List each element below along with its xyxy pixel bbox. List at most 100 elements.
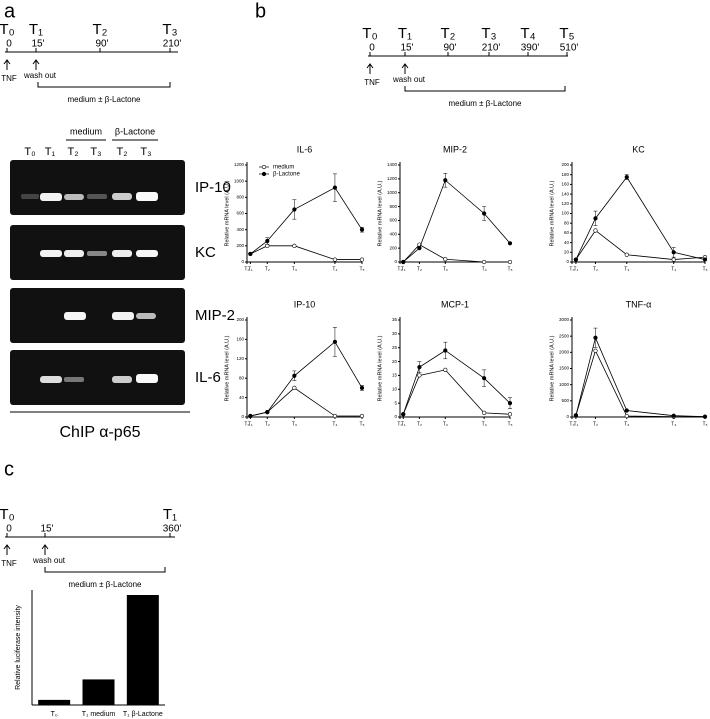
lane-label: T₀ bbox=[24, 146, 35, 158]
data-point bbox=[401, 259, 406, 265]
x-tick-label: T₀ bbox=[397, 421, 402, 427]
data-point bbox=[265, 238, 270, 244]
data-point bbox=[702, 257, 708, 262]
y-tick-label: 0 bbox=[394, 414, 397, 419]
x-tick-label: T₁ medium bbox=[82, 711, 116, 718]
arrow-head bbox=[41, 544, 49, 550]
time-label: 15' bbox=[31, 39, 44, 50]
y-tick-label: 120 bbox=[561, 201, 569, 206]
legend-marker bbox=[261, 164, 267, 170]
y-tick-label: 120 bbox=[236, 356, 244, 361]
data-point bbox=[671, 257, 676, 262]
data-point bbox=[248, 251, 253, 257]
y-tick-label: 0 bbox=[394, 259, 397, 264]
data-point bbox=[359, 385, 365, 391]
data-point bbox=[593, 228, 598, 233]
y-axis-label: Relative mRNA level (A.U.) bbox=[224, 335, 230, 401]
y-tick-label: 200 bbox=[561, 162, 569, 167]
data-point bbox=[332, 413, 338, 419]
gene-label: MIP-2 bbox=[195, 307, 235, 324]
arrow-label: wash out bbox=[32, 556, 66, 565]
data-point bbox=[624, 413, 629, 419]
x-tick-label: T₀ bbox=[244, 421, 249, 427]
y-tick-label: 0 bbox=[241, 414, 244, 419]
y-tick-label: 200 bbox=[236, 243, 244, 248]
data-point bbox=[359, 413, 365, 419]
data-point bbox=[265, 243, 270, 248]
x-tick-label: T₁ β-Lactone bbox=[123, 711, 163, 718]
arrow-head bbox=[3, 59, 11, 65]
legend-label: medium bbox=[273, 165, 294, 171]
x-tick-label: T₃ bbox=[443, 421, 448, 427]
time-label: 90' bbox=[95, 39, 108, 50]
time-label: 15' bbox=[400, 43, 413, 54]
y-tick-label: 600 bbox=[389, 218, 397, 223]
gene-label: IP-10 bbox=[195, 179, 231, 196]
y-tick-label: 1500 bbox=[559, 366, 570, 371]
y-tick-label: 2000 bbox=[559, 350, 570, 355]
y-tick-label: 140 bbox=[561, 191, 569, 196]
data-point bbox=[593, 216, 598, 221]
y-tick-label: 0 bbox=[241, 259, 244, 264]
x-tick-label: T₄ bbox=[332, 421, 337, 427]
time-point-label: T₂ bbox=[441, 25, 456, 42]
y-tick-label: 25 bbox=[392, 345, 398, 350]
y-axis-label: Relative mRNA level (A.U.) bbox=[549, 180, 555, 246]
data-point bbox=[443, 257, 448, 262]
arrow-head bbox=[3, 544, 11, 550]
time-label: 360' bbox=[163, 524, 182, 535]
data-point bbox=[573, 413, 579, 418]
panel-label: a bbox=[4, 0, 16, 22]
data-point bbox=[292, 373, 297, 378]
series-line bbox=[575, 349, 705, 418]
y-tick-label: 80 bbox=[564, 220, 570, 225]
x-tick-label: T₁ bbox=[574, 421, 579, 427]
bar bbox=[38, 699, 71, 705]
x-tick-label: T₄ bbox=[482, 266, 487, 272]
y-tick-label: 1200 bbox=[387, 176, 398, 181]
data-point bbox=[702, 414, 708, 419]
arrow-label: TNF bbox=[1, 559, 17, 568]
series-line bbox=[250, 341, 363, 417]
y-tick-label: 80 bbox=[239, 375, 245, 380]
data-point bbox=[593, 335, 598, 340]
gel-caption: ChIP α-p65 bbox=[60, 424, 141, 441]
data-point bbox=[671, 250, 676, 255]
y-tick-label: 40 bbox=[239, 395, 245, 400]
time-point-label: T₀ bbox=[0, 506, 15, 523]
data-point bbox=[359, 227, 365, 232]
y-axis-label: Relative mRNA level (A.U.) bbox=[224, 180, 230, 246]
gene-label: IL-6 bbox=[195, 369, 221, 386]
data-point bbox=[507, 259, 513, 265]
chart-title: MCP-1 bbox=[441, 299, 469, 309]
data-point bbox=[482, 376, 487, 381]
y-tick-label: 2500 bbox=[559, 333, 570, 338]
y-tick-label: 20 bbox=[392, 359, 398, 364]
x-tick-label: T₄ bbox=[332, 266, 337, 272]
y-tick-label: 400 bbox=[236, 227, 244, 232]
y-axis-label: Relative mRNA level (A.U.) bbox=[377, 335, 383, 401]
y-axis-label: Relative luciferase intensity bbox=[15, 605, 22, 690]
y-tick-label: 800 bbox=[389, 204, 397, 209]
data-point bbox=[482, 410, 487, 415]
bar bbox=[126, 595, 159, 705]
bracket-label: medium ± β-Lactone bbox=[67, 95, 141, 104]
lane-label: T₁ bbox=[45, 146, 56, 158]
x-tick-label: T₀ bbox=[397, 266, 402, 272]
y-tick-label: 1000 bbox=[387, 190, 398, 195]
time-point-label: T₀ bbox=[0, 21, 15, 38]
y-tick-label: 3000 bbox=[559, 317, 570, 322]
lane-label: T₃ bbox=[140, 146, 151, 158]
y-tick-label: 0 bbox=[566, 259, 569, 264]
lane-label: T₂ bbox=[117, 146, 128, 158]
x-tick-label: T₅ bbox=[359, 266, 364, 272]
data-point bbox=[292, 385, 297, 391]
time-label: 90' bbox=[443, 43, 456, 54]
time-label: 0 bbox=[6, 39, 12, 50]
bar bbox=[82, 679, 115, 705]
y-tick-label: 10 bbox=[392, 386, 398, 391]
arrow-label: TNF bbox=[1, 74, 17, 83]
data-point bbox=[671, 413, 676, 418]
x-tick-label: T₃ bbox=[292, 421, 297, 427]
x-tick-label: T₁ bbox=[401, 421, 406, 427]
